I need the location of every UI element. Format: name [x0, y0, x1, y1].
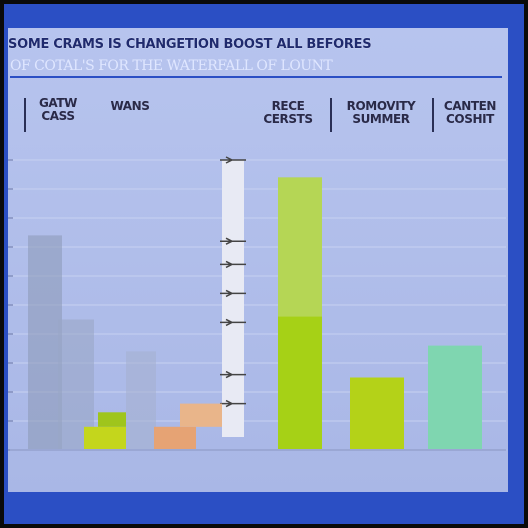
- legend-divider: [24, 98, 26, 132]
- chart-title: SOME CRAMS IS CHANGETION BOOST ALL BEFOR…: [8, 37, 372, 52]
- bar-orange-small-top: [180, 403, 222, 427]
- legend-label-romovity: ROMOVITY SUMMER: [346, 99, 416, 126]
- bar-lime-mid: [350, 377, 404, 450]
- scale-tick: [220, 260, 246, 269]
- bar-yellow-small-top: [98, 412, 126, 427]
- scale-tick: [220, 289, 246, 298]
- scale-strip: [222, 160, 244, 437]
- bar-gray-a: [28, 235, 62, 450]
- bar-lime-tall: [278, 177, 322, 450]
- bar-gray-c: [126, 351, 156, 450]
- legend-label-rece: RECE CERSTS: [263, 99, 313, 126]
- plot-panel: [8, 28, 508, 492]
- chart-subtitle: OF COTAL'S FOR THE WATERFALL OF LOUNT: [10, 56, 502, 78]
- bar-lime-tall-fade: [278, 177, 322, 317]
- bar-teal: [428, 345, 482, 450]
- legend-label-wans: WANS: [110, 99, 150, 113]
- legend-label-gatw: GATW CASS: [38, 96, 78, 123]
- legend-divider: [330, 98, 332, 132]
- legend-divider: [432, 98, 434, 132]
- bar-orange-small: [154, 426, 196, 450]
- bar-yellow-small: [84, 426, 126, 450]
- scale-tick: [220, 318, 246, 327]
- scale-tick: [220, 156, 246, 164]
- scale-tick: [220, 237, 246, 245]
- scale-tick: [220, 399, 246, 408]
- scale-tick: [220, 370, 246, 379]
- legend-label-canten: CANTEN COSHIT: [443, 99, 497, 126]
